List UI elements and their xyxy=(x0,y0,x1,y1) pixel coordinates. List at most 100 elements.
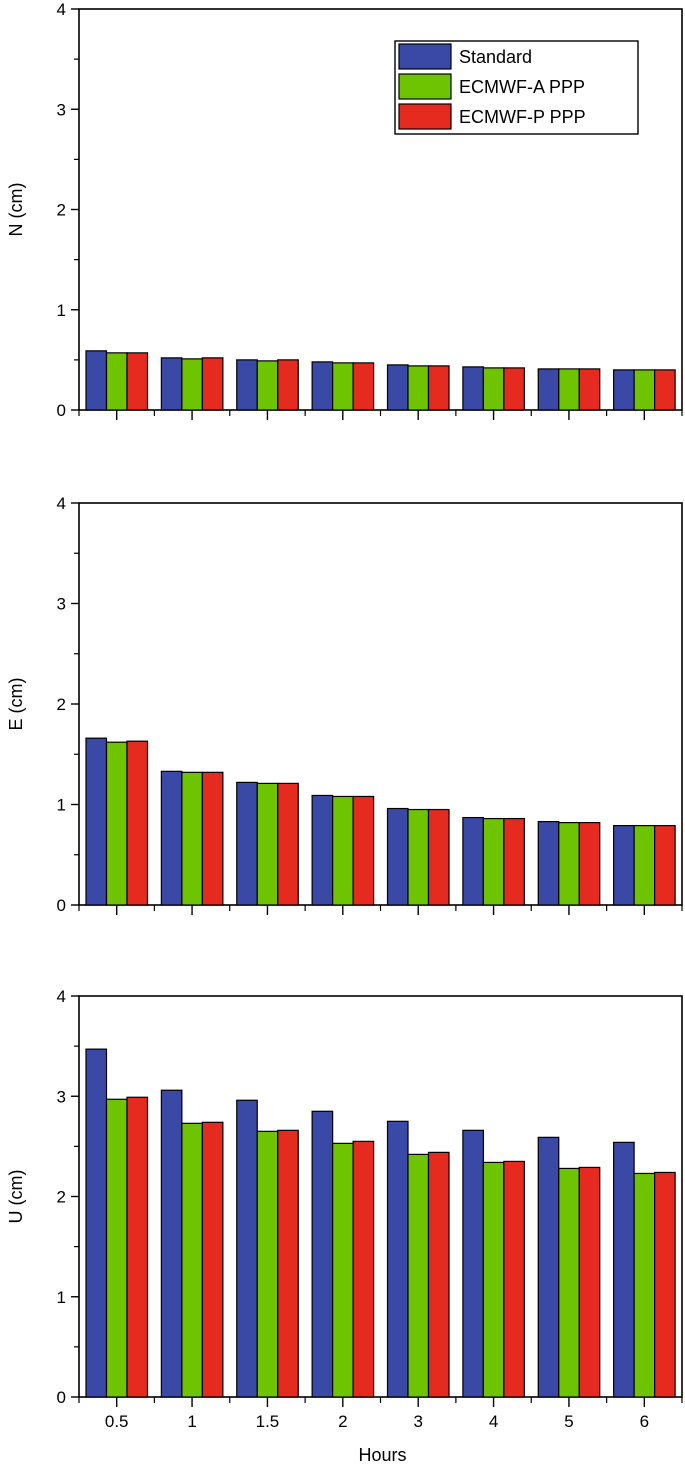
bar-ecmwf-p-ppp-1.5 xyxy=(277,782,299,906)
y-tick-label: 1 xyxy=(57,796,66,815)
bar-standard-1.5 xyxy=(236,359,258,411)
bar-standard-1.5 xyxy=(236,1099,258,1398)
bar-ecmwf-p-ppp-0.5 xyxy=(126,1096,149,1398)
y-tick-label: 0 xyxy=(57,896,66,915)
legend-swatch xyxy=(398,103,452,130)
y-tick-label: 1 xyxy=(57,1288,66,1307)
bar-ecmwf-a-ppp-2 xyxy=(332,1142,354,1398)
y-tick-label: 0 xyxy=(57,1388,66,1407)
x-tick-label: 5 xyxy=(564,1412,573,1431)
bar-ecmwf-p-ppp-0.5 xyxy=(126,352,149,411)
bar-standard-6 xyxy=(613,825,635,906)
bar-standard-3 xyxy=(386,807,409,906)
bar-standard-3 xyxy=(386,364,409,411)
bar-ecmwf-a-ppp-1.5 xyxy=(256,360,279,411)
bar-ecmwf-p-ppp-1.5 xyxy=(277,1129,299,1398)
bar-ecmwf-p-ppp-6 xyxy=(654,1171,676,1398)
bar-ecmwf-a-ppp-1.5 xyxy=(256,1130,279,1398)
x-tick-label: 6 xyxy=(640,1412,649,1431)
bar-standard-2 xyxy=(311,794,334,906)
bar-standard-0.5 xyxy=(85,1048,108,1398)
bar-standard-5 xyxy=(537,820,560,906)
bar-ecmwf-a-ppp-4 xyxy=(482,367,505,411)
bar-ecmwf-a-ppp-0.5 xyxy=(105,741,128,906)
bar-standard-4 xyxy=(462,366,484,411)
bar-standard-1 xyxy=(160,770,183,906)
y-tick-label: 3 xyxy=(57,595,66,614)
y-axis-label: E (cm) xyxy=(6,678,26,731)
bar-ecmwf-a-ppp-0.5 xyxy=(105,352,128,411)
bar-ecmwf-a-ppp-1.5 xyxy=(256,782,279,906)
bar-standard-1 xyxy=(160,1089,183,1398)
y-tick-label: 3 xyxy=(57,1087,66,1106)
bar-ecmwf-p-ppp-4 xyxy=(503,367,525,411)
y-tick-label: 4 xyxy=(57,0,66,19)
bar-ecmwf-a-ppp-3 xyxy=(407,1153,430,1398)
bar-ecmwf-a-ppp-2 xyxy=(332,362,354,411)
bar-ecmwf-a-ppp-6 xyxy=(633,369,656,411)
bar-ecmwf-a-ppp-6 xyxy=(633,1172,656,1398)
y-tick-label: 4 xyxy=(57,494,66,513)
bar-standard-6 xyxy=(613,369,635,411)
x-tick-label: 3 xyxy=(413,1412,422,1431)
bar-ecmwf-a-ppp-2 xyxy=(332,795,354,906)
y-axis-label: N (cm) xyxy=(6,183,26,237)
bar-ecmwf-p-ppp-4 xyxy=(503,817,525,906)
y-tick-label: 3 xyxy=(57,100,66,119)
legend-label: ECMWF-P PPP xyxy=(459,107,586,127)
bar-ecmwf-a-ppp-1 xyxy=(181,771,203,906)
y-tick-label: 0 xyxy=(57,401,66,420)
bar-ecmwf-p-ppp-6 xyxy=(654,825,676,906)
legend-swatch xyxy=(398,43,452,70)
bar-ecmwf-p-ppp-1.5 xyxy=(277,359,299,411)
bar-ecmwf-p-ppp-5 xyxy=(578,368,601,411)
legend-swatch xyxy=(398,73,452,100)
bar-ecmwf-a-ppp-0.5 xyxy=(105,1098,128,1398)
bar-standard-5 xyxy=(537,1136,560,1398)
bar-ecmwf-p-ppp-6 xyxy=(654,369,676,411)
legend-label: ECMWF-A PPP xyxy=(459,77,585,97)
bar-standard-0.5 xyxy=(85,350,108,411)
bar-standard-1.5 xyxy=(236,781,258,906)
bar-ecmwf-p-ppp-1 xyxy=(201,771,224,906)
y-tick-label: 2 xyxy=(57,1188,66,1207)
bar-standard-5 xyxy=(537,368,560,411)
bar-ecmwf-a-ppp-6 xyxy=(633,825,656,906)
y-tick-label: 4 xyxy=(57,987,66,1006)
bar-ecmwf-a-ppp-5 xyxy=(558,1167,580,1398)
bar-standard-4 xyxy=(462,1129,484,1398)
chart-panel-n: 0 1 2 3 4 N (cm) Standard ECMWF-A PPP ECMWF-P PP… xyxy=(6,0,683,420)
bar-ecmwf-a-ppp-1 xyxy=(181,1122,203,1398)
bar-ecmwf-a-ppp-5 xyxy=(558,368,580,411)
chart-panel-e: 0 1 2 3 4 E (cm) xyxy=(6,494,683,915)
bar-ecmwf-p-ppp-3 xyxy=(427,808,450,906)
chart-panel-u: 0 1 2 3 4 U (cm) 0.5 1 1.5 2 3 4 5 6 Hours xyxy=(6,987,683,1465)
bar-ecmwf-p-ppp-2 xyxy=(352,362,375,411)
bar-ecmwf-p-ppp-3 xyxy=(427,365,450,411)
bar-ecmwf-p-ppp-4 xyxy=(503,1160,525,1398)
x-tick-label: 0.5 xyxy=(105,1412,129,1431)
bar-ecmwf-p-ppp-0.5 xyxy=(126,740,149,906)
y-tick-label: 2 xyxy=(57,695,66,714)
bar-standard-0.5 xyxy=(85,737,108,906)
bar-ecmwf-p-ppp-2 xyxy=(352,1140,375,1398)
bar-ecmwf-a-ppp-4 xyxy=(482,817,505,906)
bar-standard-4 xyxy=(462,816,484,906)
bar-standard-3 xyxy=(386,1120,409,1398)
x-tick-label: 1 xyxy=(187,1412,196,1431)
legend: Standard ECMWF-A PPP ECMWF-P PPP xyxy=(394,40,639,135)
x-tick-label: 4 xyxy=(489,1412,498,1431)
bar-ecmwf-a-ppp-1 xyxy=(181,358,203,411)
x-tick-label: 1.5 xyxy=(256,1412,280,1431)
bar-ecmwf-p-ppp-5 xyxy=(578,821,601,906)
bar-ecmwf-a-ppp-4 xyxy=(482,1161,505,1398)
bar-ecmwf-a-ppp-3 xyxy=(407,808,430,906)
x-axis-label: Hours xyxy=(358,1445,406,1465)
bar-standard-1 xyxy=(160,357,183,411)
bar-ecmwf-p-ppp-1 xyxy=(201,357,224,411)
bar-ecmwf-p-ppp-5 xyxy=(578,1166,601,1398)
y-tick-label: 1 xyxy=(57,301,66,320)
bar-ecmwf-p-ppp-3 xyxy=(427,1151,450,1398)
bar-ecmwf-a-ppp-3 xyxy=(407,365,430,411)
